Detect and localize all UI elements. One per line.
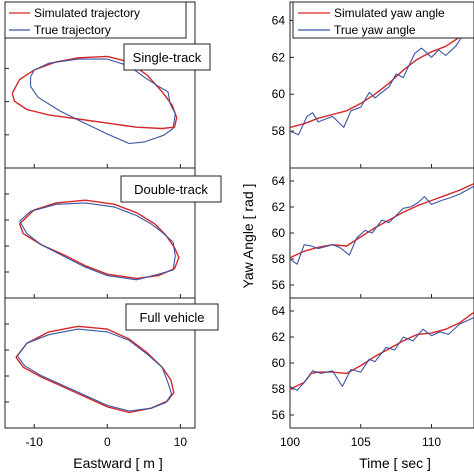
y-tick-label: 64 [272,304,286,318]
trajectory-subplot-3: Full vehicle [4,297,219,429]
x-axis-label: Time [ sec ] [359,455,431,471]
y-tick-label: 58 [272,124,286,138]
true-yaw-line [289,25,474,136]
true-yaw-line [289,185,474,265]
subplot-label-box [120,175,222,203]
legend: Simulated yaw angle True yaw angle [292,1,474,39]
y-axis-label: Yaw Angle [ rad ] [240,184,256,289]
yaw-panel: 58 60 62 64 56 58 60 62 64 56 58 60 62 64 100 105 110… [240,1,474,471]
yaw-subplot-1: 58 60 62 64 [272,1,474,169]
subplot-label-box [125,303,219,331]
x-tick-label: 10 [174,435,188,449]
y-tick-label: 58 [272,382,286,396]
true-yaw-line [289,316,474,391]
simulated-trajectory-line [18,199,180,280]
y-tick-label: 62 [272,50,286,64]
y-tick-label: 56 [272,408,286,422]
yaw-subplot-2: 56 58 60 62 64 [272,167,474,299]
x-tick-label: 100 [280,435,300,449]
subplot-label-box [123,43,211,71]
y-tick-label: 58 [272,252,286,266]
x-tick-label: 0 [104,435,111,449]
legend-entry-simulated: Simulated yaw angle [334,6,445,20]
simulated-yaw-line [289,182,474,259]
subplot-label: Full vehicle [139,310,204,325]
yaw-subplot-3: 56 58 60 62 64 [272,297,474,429]
x-tick-label: 110 [422,435,441,449]
trajectory-subplot-1: Single-track [4,1,211,169]
y-tick-label: 60 [272,87,286,101]
subplot-frame [4,297,196,429]
simulated-trajectory-line [15,325,175,414]
y-tick-label: 62 [272,330,286,344]
x-tick-label: 105 [351,435,371,449]
x-axis-ticks: -10 0 10 [26,164,188,449]
subplot-label: Double-track [134,182,208,197]
legend: Simulated trajectory True trajectory [4,1,187,39]
true-trajectory-line [19,202,176,281]
legend-entry-simulated: Simulated trajectory [34,6,140,20]
simulated-yaw-line [289,311,474,390]
y-tick-label: 62 [272,200,286,214]
y-tick-label: 64 [272,174,286,188]
y-tick-label: 60 [272,226,286,240]
legend-entry-true: True trajectory [34,23,111,37]
legend-box [292,1,474,39]
x-axis-ticks: 100 105 110 [280,164,441,449]
true-trajectory-line [30,58,176,145]
legend-box [4,1,187,39]
trajectory-panel: Single-track Double-track Full vehicle -… [4,1,222,471]
legend-entry-true: True yaw angle [334,23,416,37]
y-tick-label: 56 [272,278,286,292]
simulated-yaw-line [289,23,474,129]
y-tick-label: 64 [272,13,286,27]
x-axis-label: Eastward [ m ] [73,455,162,471]
x-tick-label: -10 [26,435,44,449]
true-trajectory-line [16,328,173,412]
y-tick-label: 60 [272,356,286,370]
subplot-label: Single-track [133,50,202,65]
